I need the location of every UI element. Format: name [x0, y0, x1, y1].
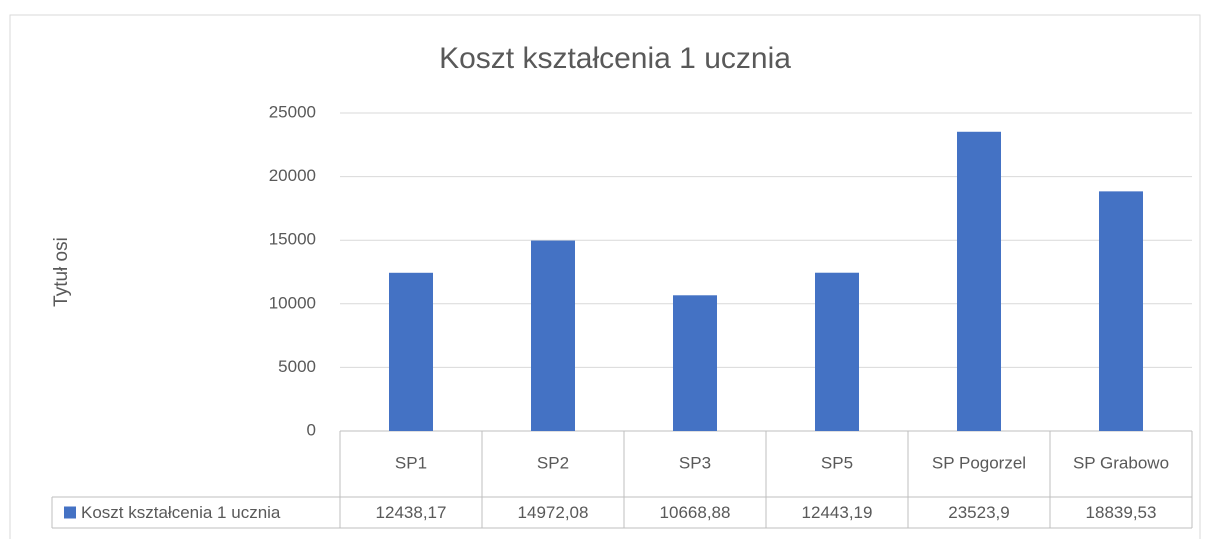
y-axis-label: Tytuł osi: [51, 237, 72, 307]
y-tick-label: 5000: [278, 357, 316, 376]
category-label: SP Grabowo: [1073, 453, 1169, 472]
bar: [815, 272, 859, 431]
table-value: 23523,9: [948, 503, 1009, 522]
bar: [673, 295, 717, 431]
category-label: SP1: [395, 453, 427, 472]
bar: [957, 131, 1001, 431]
table-value: 18839,53: [1086, 503, 1157, 522]
y-tick-label: 20000: [269, 166, 316, 185]
category-label: SP2: [537, 453, 569, 472]
category-label: SP5: [821, 453, 853, 472]
legend-label: Koszt kształcenia 1 ucznia: [81, 503, 281, 522]
y-tick-label: 15000: [269, 230, 316, 249]
table-value: 12443,19: [802, 503, 873, 522]
y-tick-label: 0: [307, 420, 316, 439]
y-tick-label: 25000: [269, 102, 316, 121]
category-label: SP3: [679, 453, 711, 472]
bar: [1099, 191, 1143, 431]
table-value: 14972,08: [518, 503, 589, 522]
table-value: 12438,17: [376, 503, 447, 522]
category-label: SP Pogorzel: [932, 453, 1026, 472]
table-value: 10668,88: [660, 503, 731, 522]
legend-swatch: [64, 506, 76, 519]
chart-border: [9, 14, 1201, 539]
bar: [531, 240, 575, 431]
bar: [389, 272, 433, 431]
y-tick-label: 10000: [269, 293, 316, 312]
chart-title: Koszt kształcenia 1 ucznia: [439, 42, 791, 75]
